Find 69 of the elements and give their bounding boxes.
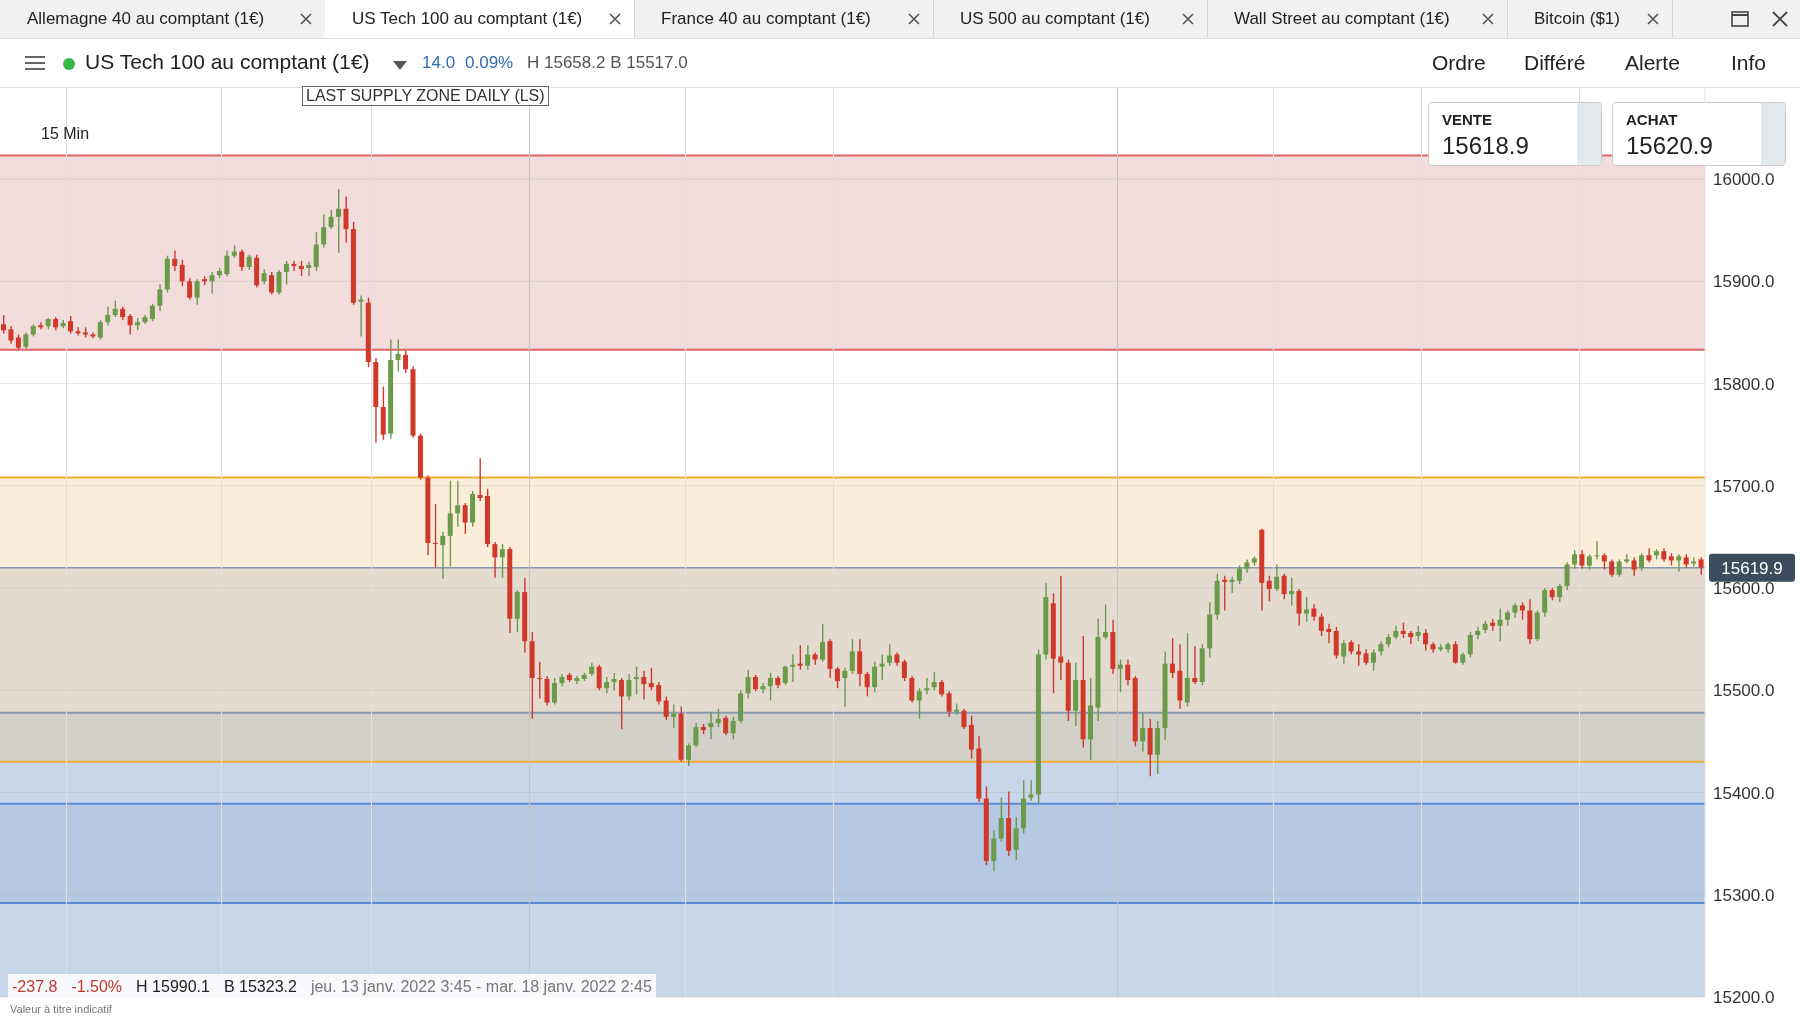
candlestick — [708, 711, 714, 740]
ref-line-label: 15619.9 — [1721, 558, 1783, 578]
annotation: jeu. 13 janv. 2022 3:45 - mar. 18 janv. 2022 2:45 — [310, 978, 652, 996]
candlestick — [90, 332, 96, 339]
text: Bitcoin ($1) — [1534, 9, 1620, 29]
text: US 500 au comptant (1€) — [960, 9, 1150, 29]
text: Alerte — [1625, 51, 1680, 75]
annotation: -1.50% — [71, 978, 123, 996]
candlestick — [1028, 780, 1034, 801]
text: US Tech 100 au comptant (1€) — [352, 9, 583, 29]
candlestick — [358, 295, 364, 337]
candlestick — [1408, 630, 1414, 645]
annotation: H 15990.1 — [136, 978, 210, 996]
annotation: 15618.9 — [1442, 132, 1529, 160]
text: 0.09% — [465, 53, 514, 73]
candlestick — [574, 675, 580, 685]
text: Allemagne 40 au comptant (1€) — [27, 9, 265, 29]
candlestick — [75, 327, 81, 336]
candlestick — [1192, 646, 1198, 685]
candlestick — [1229, 576, 1235, 594]
text: 14.0 — [422, 53, 456, 73]
annotation: -237.8 — [12, 978, 58, 996]
candlestick — [209, 272, 215, 294]
y-tick-label: 15400.0 — [1713, 783, 1775, 803]
candlestick — [38, 322, 44, 330]
text: France 40 au comptant (1€) — [661, 9, 871, 29]
y-tick-label: 16000.0 — [1713, 170, 1775, 190]
candlestick — [1624, 554, 1630, 564]
candlestick — [306, 261, 312, 277]
chart-title: US Tech 100 au comptant (1€) — [85, 50, 370, 74]
text: Ordre — [1432, 51, 1486, 75]
candlestick — [492, 542, 498, 578]
candlestick — [790, 654, 796, 683]
candlestick — [1646, 548, 1652, 563]
y-tick-label: 15700.0 — [1713, 476, 1775, 496]
candlestick — [842, 667, 848, 707]
annotation: ACHAT — [1626, 111, 1678, 128]
candlestick — [760, 683, 766, 694]
candlestick — [291, 260, 297, 272]
annotation: 15620.9 — [1626, 132, 1713, 160]
candlestick — [455, 480, 461, 527]
text: H 15658.2 B 15517.0 — [527, 53, 688, 73]
candlestick — [1691, 557, 1697, 567]
candlestick — [1594, 540, 1600, 560]
price-box: ACHAT 15620.9 — [1612, 102, 1786, 166]
candlestick — [1326, 623, 1332, 644]
y-tick-label: 15200.0 — [1713, 988, 1775, 1008]
annotation: LAST SUPPLY ZONE DAILY (LS) — [302, 86, 549, 106]
text: Wall Street au comptant (1€) — [1234, 9, 1450, 29]
candlestick — [1676, 554, 1682, 572]
candlestick — [1058, 575, 1064, 681]
y-tick-label: 15800.0 — [1713, 374, 1775, 394]
text: Différé — [1524, 51, 1586, 75]
text: Info — [1731, 51, 1767, 75]
candlestick — [440, 531, 446, 579]
text: Valeur à titre indicatif — [10, 1003, 112, 1015]
price-box: VENTE 15618.9 — [1428, 102, 1602, 166]
y-tick-label: 15500.0 — [1713, 681, 1775, 701]
y-tick-label: 15300.0 — [1713, 885, 1775, 905]
candlestick — [924, 677, 930, 695]
annotation: 15 Min — [41, 125, 90, 143]
annotation: VENTE — [1442, 111, 1493, 128]
y-tick-label: 15600.0 — [1713, 579, 1775, 599]
candlestick — [1140, 712, 1146, 752]
candlestick — [1475, 626, 1481, 640]
y-tick-label: 15900.0 — [1713, 272, 1775, 292]
annotation: B 15323.2 — [223, 978, 297, 996]
candlestick — [172, 250, 178, 272]
candlestick — [641, 670, 647, 700]
